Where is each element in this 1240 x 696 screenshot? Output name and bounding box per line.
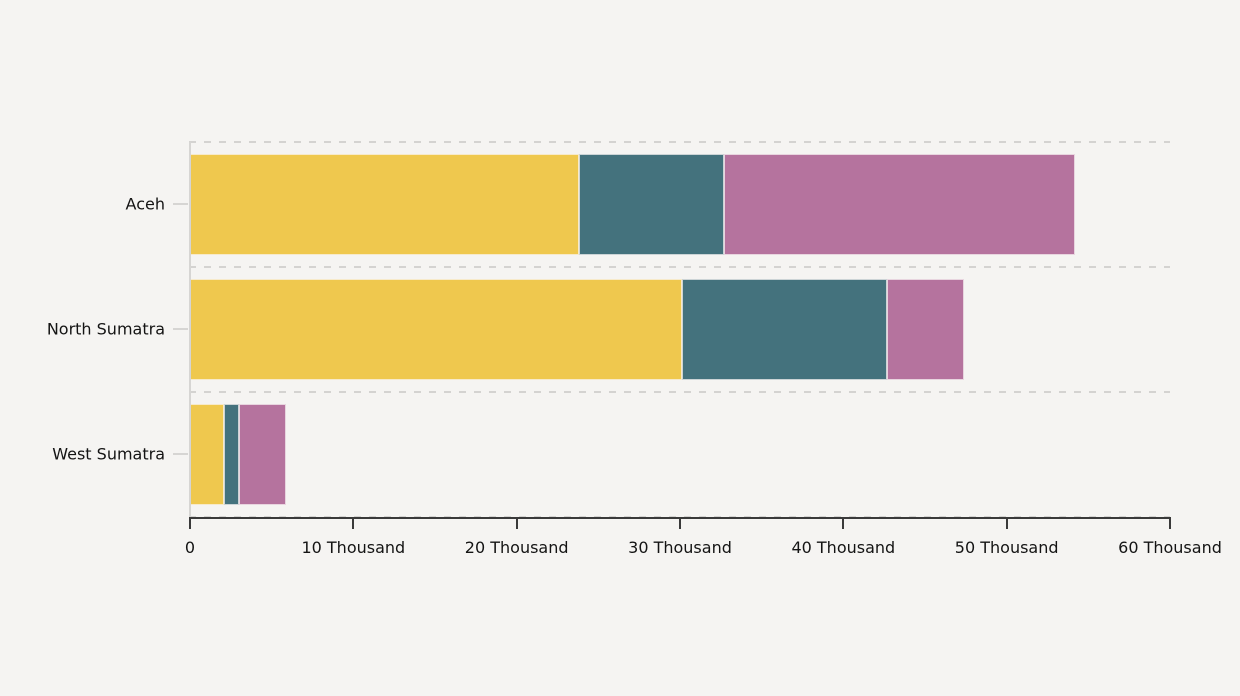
pink-segment <box>887 278 965 380</box>
bar-west-sumatra <box>190 403 287 505</box>
value-axis-tick-label: 10 Thousand <box>301 538 406 557</box>
category-axis-line <box>189 141 191 517</box>
dashed-gridline <box>189 390 1170 393</box>
value-axis-tick-label: 40 Thousand <box>791 538 896 557</box>
pink-segment <box>724 153 1076 255</box>
category-label: North Sumatra <box>46 319 165 339</box>
category-tick <box>173 328 188 330</box>
value-axis-tick <box>679 518 681 529</box>
value-axis-tick <box>842 518 845 529</box>
value-axis-tick-label: 30 Thousand <box>628 538 732 557</box>
teal-segment <box>578 153 725 255</box>
value-axis-tick <box>352 518 355 529</box>
category-tick <box>173 203 188 205</box>
dashed-gridline <box>189 140 1170 143</box>
category-label: Aceh <box>125 194 165 214</box>
value-axis-tick-label: 50 Thousand <box>954 538 1059 557</box>
value-axis-tick <box>1005 518 1008 529</box>
bar-north-sumatra <box>190 278 965 380</box>
value-axis-tick <box>515 518 518 529</box>
value-axis-tick-label: 0 <box>184 538 196 557</box>
yellow-segment <box>190 403 225 505</box>
bar-aceh <box>190 153 1076 255</box>
value-axis-tick-label: 60 Thousand <box>1118 538 1222 557</box>
value-axis-line <box>189 516 1171 519</box>
pink-segment <box>238 403 287 505</box>
value-axis-tick-label: 20 Thousand <box>464 538 569 557</box>
value-axis-tick <box>1169 518 1171 529</box>
category-label: West Sumatra <box>52 444 165 464</box>
value-axis-tick <box>189 518 191 529</box>
dashed-gridline <box>189 265 1170 268</box>
category-tick <box>173 453 188 455</box>
teal-segment <box>681 278 888 380</box>
yellow-segment <box>190 153 579 255</box>
yellow-segment <box>190 278 682 380</box>
teal-segment <box>224 403 239 505</box>
